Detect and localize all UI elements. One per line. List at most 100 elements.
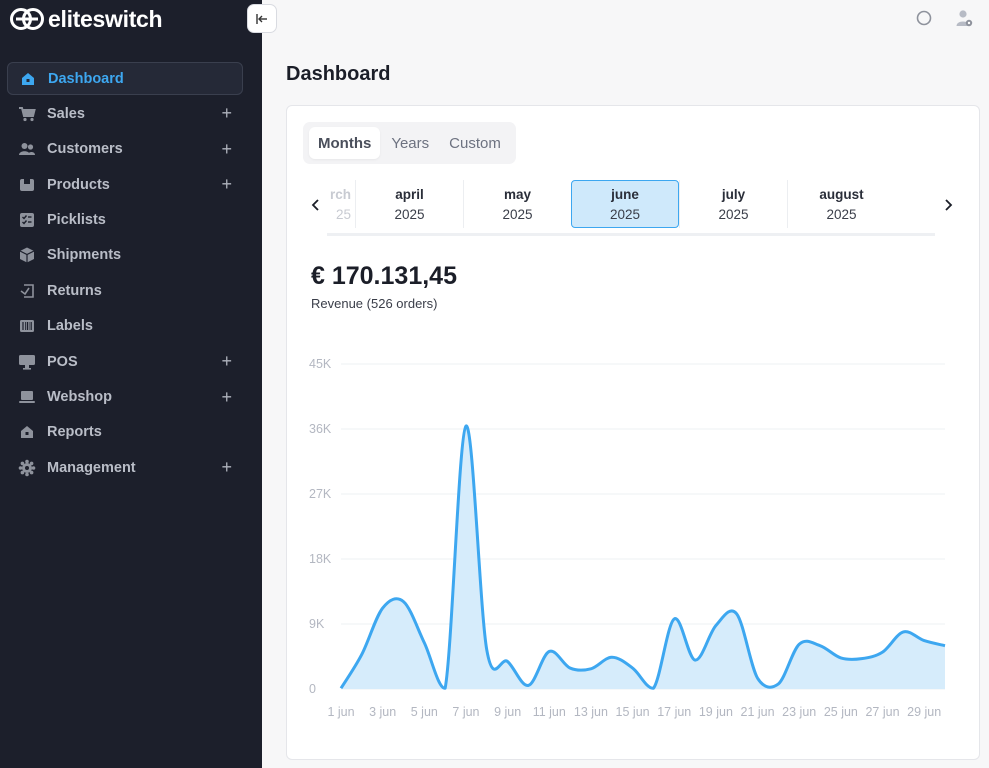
revenue-area — [341, 425, 945, 689]
sidebar: eliteswitch Dashboard Sales + Customers + Pro… — [0, 0, 262, 768]
x-tick-label: 15 jun — [616, 705, 650, 719]
expand-plus-icon[interactable]: + — [221, 103, 232, 124]
data-point-12-jun[interactable] — [566, 664, 574, 672]
revenue-amount: € 170.131,45 — [311, 262, 457, 290]
data-point-6-jun[interactable] — [441, 684, 449, 692]
data-point-7-jun[interactable] — [462, 422, 470, 430]
tab-months[interactable]: Months — [309, 127, 381, 159]
tab-years[interactable]: Years — [391, 134, 430, 152]
sidebar-item-picklists[interactable]: Picklists — [7, 204, 243, 237]
data-point-11-jun[interactable] — [545, 647, 553, 655]
month-year: 2025 — [826, 206, 857, 222]
x-tick-label: 19 jun — [699, 705, 733, 719]
sidebar-item-shipments[interactable]: Shipments — [7, 239, 243, 272]
data-point-13-jun[interactable] — [587, 665, 595, 673]
data-point-16-jun[interactable] — [649, 684, 657, 692]
expand-plus-icon[interactable]: + — [221, 138, 232, 159]
data-point-17-jun[interactable] — [670, 615, 678, 623]
data-point-15-jun[interactable] — [629, 664, 637, 672]
month-may[interactable]: may 2025 — [463, 180, 571, 228]
sidebar-item-reports[interactable]: Reports — [7, 416, 243, 449]
data-point-18-jun[interactable] — [691, 656, 699, 664]
sidebar-item-products[interactable]: Products + — [7, 168, 243, 201]
month-march[interactable]: rch 25 — [327, 180, 355, 228]
user-settings-icon[interactable] — [955, 9, 973, 27]
x-tick-label: 29 jun — [907, 705, 941, 719]
data-point-27-jun[interactable] — [879, 648, 887, 656]
data-point-28-jun[interactable] — [899, 628, 907, 636]
expand-plus-icon[interactable]: + — [221, 351, 232, 372]
data-point-29-jun[interactable] — [920, 637, 928, 645]
sidebar-item-label: Returns — [47, 282, 102, 299]
month-year: 2025 — [502, 206, 533, 222]
month-july[interactable]: july 2025 — [679, 180, 787, 228]
collapse-sidebar-button[interactable] — [247, 4, 277, 33]
month-name: june — [611, 186, 639, 202]
sidebar-item-sales[interactable]: Sales + — [7, 97, 243, 130]
sidebar-item-dashboard[interactable]: Dashboard — [7, 62, 243, 95]
data-point-10-jun[interactable] — [524, 681, 532, 689]
revenue-line — [339, 424, 946, 690]
sidebar-item-pos[interactable]: POS + — [7, 345, 243, 378]
y-tick-label: 0 — [309, 682, 316, 696]
logo[interactable]: eliteswitch — [10, 6, 163, 32]
y-tick-label: 45K — [309, 357, 332, 371]
expand-plus-icon[interactable]: + — [221, 174, 232, 195]
sidebar-item-label: Products — [47, 176, 110, 193]
data-point-4-jun[interactable] — [399, 598, 407, 606]
x-tick-label: 17 jun — [657, 705, 691, 719]
sidebar-item-label: Webshop — [47, 389, 112, 406]
sidebar-item-management[interactable]: Management + — [7, 451, 243, 484]
data-point-9-jun[interactable] — [504, 658, 512, 666]
period-tabs: Months Years Custom — [303, 122, 516, 164]
data-point-14-jun[interactable] — [608, 653, 616, 661]
data-point-24-jun[interactable] — [816, 642, 824, 650]
revenue-label: Revenue (526 orders) — [311, 296, 438, 311]
page-title: Dashboard — [286, 63, 391, 85]
prev-month-button[interactable] — [303, 192, 329, 218]
data-point-8-jun[interactable] — [483, 646, 491, 654]
expand-plus-icon[interactable]: + — [221, 457, 232, 478]
sidebar-item-label: Reports — [47, 424, 102, 441]
x-tick-label: 11 jun — [533, 705, 566, 719]
sidebar-item-label: Customers — [47, 141, 123, 158]
data-point-5-jun[interactable] — [420, 639, 428, 647]
box-icon — [20, 178, 34, 191]
x-tick-label: 27 jun — [865, 705, 899, 719]
sidebar-item-label: POS — [47, 353, 78, 370]
x-tick-label: 7 jun — [452, 705, 479, 719]
data-point-30-jun[interactable] — [941, 642, 949, 650]
tab-custom[interactable]: Custom — [449, 134, 501, 152]
month-year: 25 — [335, 206, 351, 222]
cart-icon — [19, 106, 36, 121]
months-list: rch 25 april 2025 may 2025 june 2025 july 2025 aug… — [327, 178, 935, 236]
month-name: july — [721, 186, 746, 202]
sidebar-item-customers[interactable]: Customers + — [7, 133, 243, 166]
status-circle-icon[interactable] — [915, 9, 933, 27]
data-point-1-jun[interactable] — [337, 684, 345, 692]
data-point-22-jun[interactable] — [774, 680, 782, 688]
data-point-25-jun[interactable] — [837, 654, 845, 662]
sidebar-item-labels[interactable]: Labels — [7, 310, 243, 343]
next-month-button[interactable] — [935, 192, 961, 218]
month-name: may — [503, 186, 532, 202]
x-tick-label: 3 jun — [369, 705, 396, 719]
data-point-20-jun[interactable] — [733, 610, 741, 618]
sidebar-nav: Dashboard Sales + Customers + Products + Pickli… — [7, 62, 243, 487]
users-icon — [19, 143, 35, 156]
expand-plus-icon[interactable]: + — [221, 386, 232, 407]
data-point-26-jun[interactable] — [858, 655, 866, 663]
sidebar-item-label: Picklists — [47, 212, 106, 229]
month-june[interactable]: june 2025 — [571, 180, 679, 228]
laptop-icon — [19, 391, 35, 404]
month-april[interactable]: april 2025 — [355, 180, 463, 228]
data-point-19-jun[interactable] — [712, 621, 720, 629]
sidebar-item-returns[interactable]: Returns — [7, 274, 243, 307]
data-point-3-jun[interactable] — [379, 604, 387, 612]
data-point-23-jun[interactable] — [795, 640, 803, 648]
barcode-icon — [20, 320, 34, 333]
sidebar-item-webshop[interactable]: Webshop + — [7, 381, 243, 414]
month-august[interactable]: august 2025 — [787, 180, 895, 228]
data-point-21-jun[interactable] — [754, 674, 762, 682]
data-point-2-jun[interactable] — [358, 650, 366, 658]
